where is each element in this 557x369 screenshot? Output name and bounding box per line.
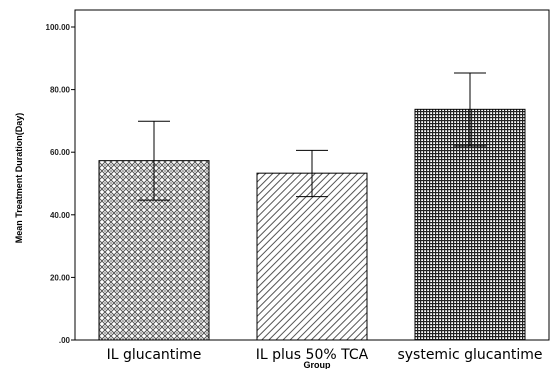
y-axis-title: Mean Treatment Duration(Day)	[14, 113, 24, 244]
y-axis-ticks: .00 20.00 40.00 60.00 80.00 100.00	[46, 23, 75, 345]
y-tick-label: 100.00	[46, 23, 71, 32]
x-category-label: IL glucantime	[107, 347, 202, 363]
y-tick-label: .00	[59, 336, 71, 345]
x-category-label: IL plus 50% TCA	[256, 347, 369, 363]
y-tick-label: 20.00	[50, 273, 71, 282]
category-labels: IL glucantime IL plus 50% TCA systemic glu…	[107, 347, 543, 363]
bar-2	[256, 172, 368, 341]
error-bars	[138, 72, 486, 201]
x-axis-title: Group	[304, 360, 331, 369]
y-tick-label: 40.00	[50, 211, 71, 220]
y-tick-label: 80.00	[50, 86, 71, 95]
y-tick-label: 60.00	[50, 148, 71, 157]
x-category-label: systemic glucantime	[397, 347, 542, 363]
